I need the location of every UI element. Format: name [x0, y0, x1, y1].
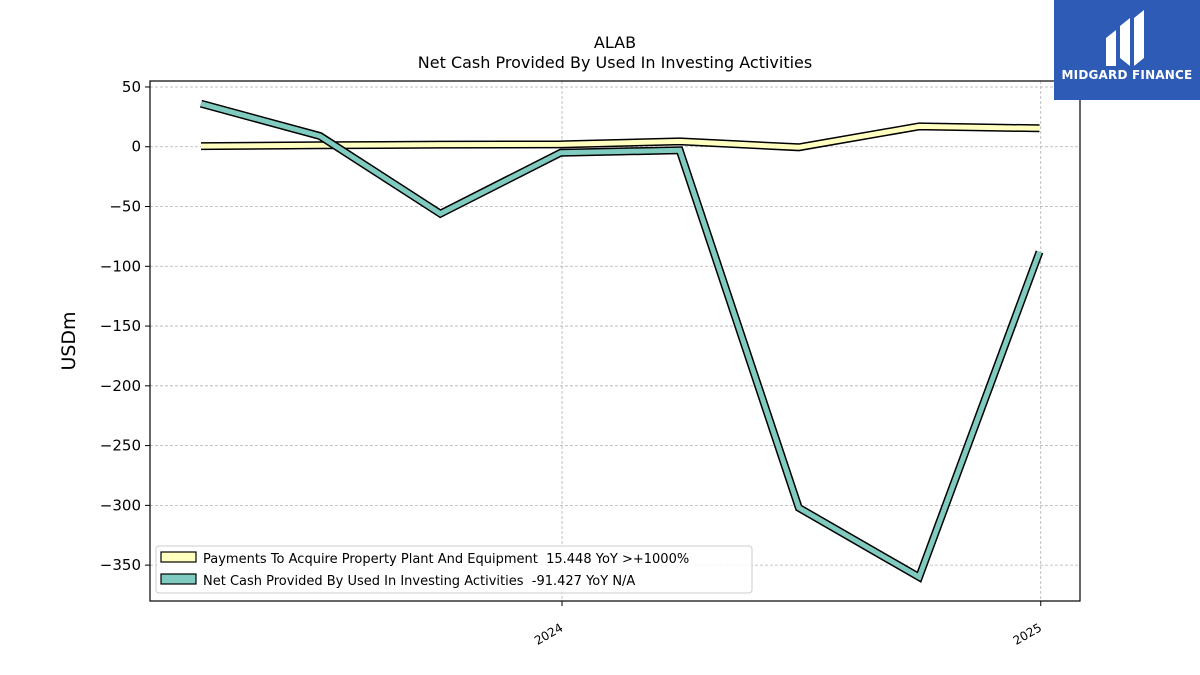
legend-swatch-ppe	[160, 551, 197, 563]
y-tick-label: −350	[100, 556, 141, 574]
y-tick-label: −100	[100, 257, 141, 275]
y-tick-label: −50	[109, 198, 141, 216]
series-lines	[199, 99, 1044, 583]
logo-text: MIDGARD FINANCE	[1061, 68, 1193, 82]
plot-frame	[149, 80, 1081, 602]
chart-subtitle: Net Cash Provided By Used In Investing A…	[418, 53, 812, 72]
chart-title: ALAB	[594, 33, 636, 52]
midgard-finance-logo: MIDGARD FINANCE	[1054, 0, 1200, 100]
x-tick-label: 2024	[532, 620, 565, 647]
series-line-outline	[199, 99, 1044, 583]
y-tick-label: 0	[131, 138, 141, 156]
legend-box	[155, 545, 753, 594]
legend-label-ppe: Payments To Acquire Property Plant And E…	[203, 552, 689, 567]
legend: Payments To Acquire Property Plant And E…	[155, 545, 753, 594]
x-tick-label: 2025	[1011, 620, 1044, 647]
legend-label-investing: Net Cash Provided By Used In Investing A…	[203, 574, 635, 589]
y-tick-label: 50	[122, 78, 141, 96]
y-tick-label: −250	[100, 437, 141, 455]
legend-swatch-investing	[160, 573, 197, 585]
series-line-1	[199, 99, 1044, 583]
y-tick-label: −150	[100, 317, 141, 335]
y-tick-label: −300	[100, 496, 141, 514]
x-axis-ticks: 2024 2025	[532, 601, 1044, 648]
y-axis-label: USDm	[58, 311, 80, 370]
series-line-stroke	[200, 101, 1042, 581]
logo-mark-icon	[1106, 10, 1144, 66]
y-axis-ticks: 50 0 −50 −100 −150 −200 −250 −300 −350	[100, 78, 150, 574]
y-tick-label: −200	[100, 377, 141, 395]
